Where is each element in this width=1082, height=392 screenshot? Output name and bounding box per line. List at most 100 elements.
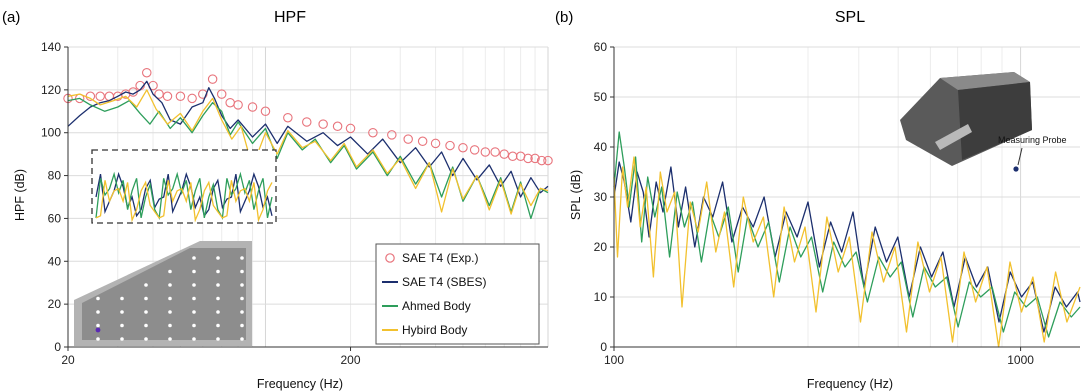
data-point-0-0-28 xyxy=(387,130,397,140)
panel-a-inset xyxy=(74,149,277,346)
probe-grid-point-2 xyxy=(240,256,244,260)
panel-b-inset: Measuring Probe xyxy=(900,72,1067,172)
probe-grid-point-4 xyxy=(192,269,196,274)
probe-grid-point-37 xyxy=(192,337,196,341)
probe-grid-point-1 xyxy=(216,256,220,260)
legend-box xyxy=(375,243,540,345)
probe-grid-point-29 xyxy=(168,323,172,328)
probe-grid-point-16 xyxy=(192,296,196,301)
probe-grid-point-35 xyxy=(144,337,148,341)
probe-grid-point-33 xyxy=(96,337,100,341)
data-point-0-0-21 xyxy=(260,106,271,117)
data-point-0-0-2 xyxy=(85,91,96,102)
vehicle-side-inner xyxy=(82,248,246,340)
series-line-1-0 xyxy=(613,161,1081,333)
probe-grid-point-24 xyxy=(216,310,220,314)
probe-grid-point-6 xyxy=(240,269,244,274)
probe-grid-point-9 xyxy=(192,283,196,287)
y-tick-label-0: 0 xyxy=(600,340,607,354)
panel-b-letter: (b) xyxy=(555,9,573,26)
data-point-0-0-29 xyxy=(403,134,413,144)
body-3d-top xyxy=(940,72,1030,90)
data-point-0-0-24 xyxy=(318,119,328,129)
data-point-0-0-22 xyxy=(283,112,293,123)
panel-b-plot: 0 10 20 30 40 50 60 100 1000 Measuring Probe xyxy=(594,40,1081,367)
x-tick-label-0: 20 xyxy=(61,353,75,367)
y-tick-label-2: 20 xyxy=(594,240,608,254)
data-point-0-0-19 xyxy=(233,100,243,110)
series-line-1-2 xyxy=(613,156,1081,348)
data-point-0-0-30 xyxy=(417,136,428,147)
probe-grid-point-3 xyxy=(168,269,172,274)
y-tick-label-5: 100 xyxy=(41,126,61,140)
y-tick-label-7: 140 xyxy=(41,40,61,54)
probe-grid-point-10 xyxy=(216,283,220,287)
measuring-probe-point xyxy=(1013,166,1019,172)
probe-grid-point-22 xyxy=(168,310,172,314)
measuring-probe-arrow xyxy=(1017,147,1023,166)
data-point-0-0-18 xyxy=(225,97,235,108)
y-tick-label-1: 20 xyxy=(48,297,62,311)
data-point-0-0-31 xyxy=(430,138,441,149)
y-tick-label-4: 40 xyxy=(594,140,608,154)
data-point-0-0-25 xyxy=(332,121,343,132)
data-point-0-0-41 xyxy=(530,153,540,164)
body-3d-window xyxy=(935,124,972,150)
data-point-0-0-11 xyxy=(154,89,164,99)
probe-grid-point-25 xyxy=(240,310,244,314)
series-line-0-1 xyxy=(67,80,549,198)
data-point-0-0-20 xyxy=(247,102,258,112)
panel-a-xlabel: Frequency (Hz) xyxy=(257,377,343,391)
data-point-0-0-17 xyxy=(216,89,227,99)
y-tick-label-6: 60 xyxy=(594,40,608,54)
data-point-0-0-43 xyxy=(543,155,553,166)
measuring-probe-label: Measuring Probe xyxy=(998,135,1067,145)
probe-grid-point-20 xyxy=(120,310,124,314)
y-tick-label-1: 10 xyxy=(594,290,608,304)
probe-grid-point-39 xyxy=(240,337,244,341)
highlighted-probe-point xyxy=(95,327,101,333)
probe-grid-point-23 xyxy=(192,310,196,314)
probe-grid-point-0 xyxy=(192,256,196,260)
data-point-0-0-40 xyxy=(523,153,533,164)
legend-label-1: SAE T4 (SBES) xyxy=(402,275,486,289)
y-tick-label-0: 0 xyxy=(54,340,61,354)
probe-grid-point-30 xyxy=(192,323,196,328)
inset-zoom-line-2 xyxy=(95,180,273,223)
probe-grid-point-11 xyxy=(240,283,244,287)
y-tick-label-3: 60 xyxy=(48,211,62,225)
legend-label-0: SAE T4 (Exp.) xyxy=(402,251,478,265)
probe-grid-point-12 xyxy=(96,296,100,301)
probe-grid-point-31 xyxy=(216,323,220,328)
data-point-0-0-12 xyxy=(162,91,173,102)
panel-b-xlabel: Frequency (Hz) xyxy=(807,377,893,391)
y-tick-label-3: 30 xyxy=(594,190,608,204)
probe-grid-point-17 xyxy=(216,296,220,301)
y-tick-label-6: 120 xyxy=(41,83,61,97)
probe-grid-point-26 xyxy=(96,323,100,328)
panel-a-letter: (a) xyxy=(2,9,20,26)
probe-grid-point-38 xyxy=(216,337,220,341)
x-tick-label-0: 100 xyxy=(604,353,624,367)
data-point-0-0-23 xyxy=(302,117,312,127)
data-point-0-0-3 xyxy=(95,91,105,102)
data-point-0-0-37 xyxy=(499,149,509,159)
data-point-0-0-33 xyxy=(458,142,468,153)
legend-label-3: Hybird Body xyxy=(402,323,467,337)
x-tick-label-1: 200 xyxy=(341,353,361,367)
probe-grid-point-34 xyxy=(120,337,124,341)
probe-grid-point-18 xyxy=(240,296,244,301)
probe-grid-point-36 xyxy=(168,337,172,341)
x-tick-label-1: 1000 xyxy=(1007,353,1034,367)
data-point-0-0-15 xyxy=(198,89,208,99)
probe-grid-point-15 xyxy=(168,296,172,301)
y-tick-label-2: 40 xyxy=(48,254,62,268)
data-point-0-0-38 xyxy=(507,151,518,162)
data-point-0-0-9 xyxy=(142,67,152,78)
inset-zoom-line-1 xyxy=(95,171,273,221)
series-line-0-3 xyxy=(67,89,549,215)
probe-grid-point-13 xyxy=(120,296,124,301)
probe-grid-point-27 xyxy=(120,323,124,328)
